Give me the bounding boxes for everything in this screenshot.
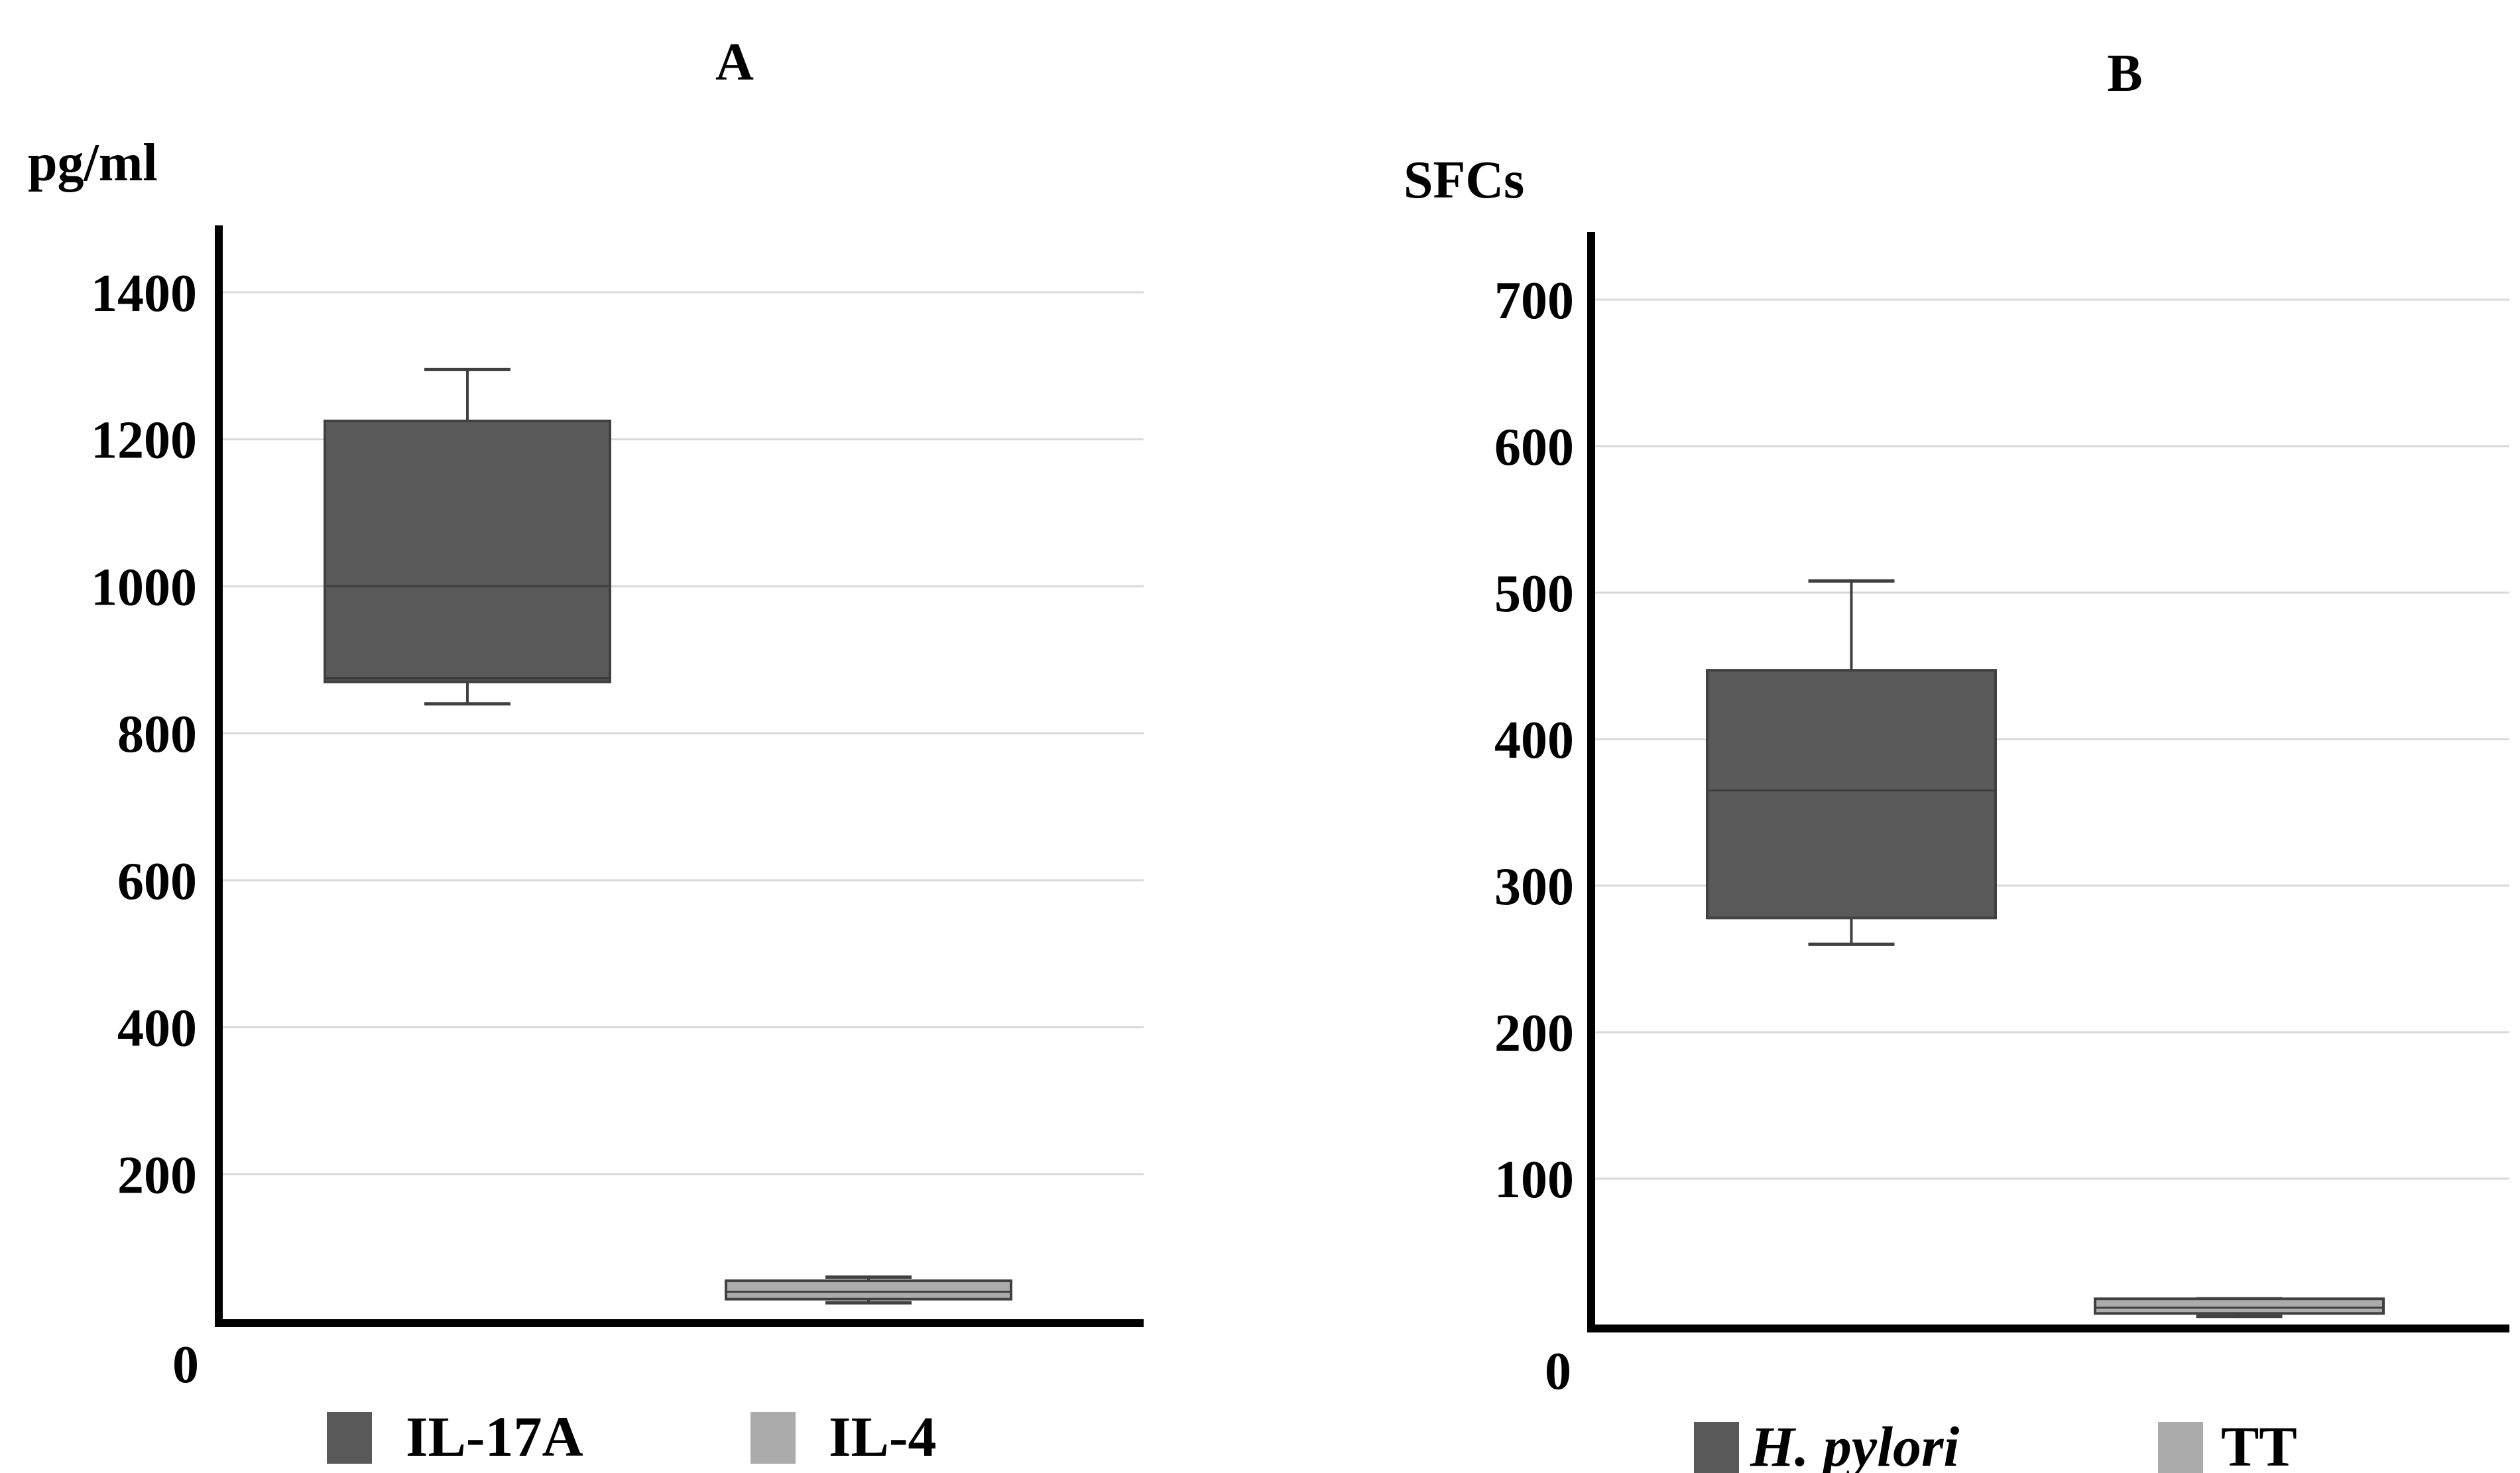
legend-item: IL-17A [327, 1405, 583, 1468]
y-tick-label: 600 [1494, 418, 1574, 477]
box-body [725, 1279, 1012, 1301]
box-body [1706, 669, 1997, 919]
legend-label: IL-4 [829, 1405, 936, 1468]
legend-swatch [2158, 1422, 2203, 1473]
y-tick-label: 0 [172, 1336, 199, 1394]
box-il-17a [324, 367, 611, 706]
chart-title: B [2107, 44, 2142, 103]
legend-label: TT [2221, 1415, 2297, 1473]
legend-item: IL-4 [750, 1405, 936, 1468]
legend-swatch [327, 1412, 372, 1464]
chart-panel-b: B SFCs 0 100 200 300 400 500 600 700 H. pylori TT [1404, 44, 2509, 1473]
y-tick-label: 1000 [91, 558, 197, 617]
y-tick-label: 200 [1494, 1004, 1574, 1063]
legend-item: H. pylori [1694, 1415, 1959, 1473]
y-tick-label: 1400 [91, 265, 197, 323]
y-axis-label: SFCs [1404, 151, 1524, 209]
box-body [324, 420, 611, 683]
chart-title: A [715, 33, 754, 91]
y-tick-label: 0 [1545, 1342, 1571, 1401]
y-tick-label: 300 [1494, 858, 1574, 916]
box-h-pylori [1706, 579, 1997, 946]
legend-item: TT [2158, 1415, 2297, 1473]
box-tt [2094, 1297, 2385, 1319]
box-il-4 [725, 1275, 1012, 1305]
legend-label: IL-17A [406, 1405, 583, 1468]
chart-panel-a: Apg/ml 0 200 400 600 800 1000 1200 1400 IL-17A IL-… [28, 33, 1144, 1468]
legend-label: H. pylori [1750, 1415, 1959, 1473]
y-tick-label: 400 [1494, 711, 1574, 770]
y-tick-label: 800 [117, 705, 197, 764]
y-tick-label: 700 [1494, 272, 1574, 330]
y-tick-label: 600 [117, 853, 197, 911]
y-tick-label: 100 [1494, 1151, 1574, 1209]
y-tick-label: 1200 [91, 412, 197, 470]
legend-swatch [750, 1412, 796, 1464]
y-tick-label: 200 [117, 1146, 197, 1205]
y-axis-label: pg/ml [28, 134, 158, 192]
y-tick-label: 500 [1494, 565, 1574, 623]
box-body [2094, 1297, 2385, 1315]
y-tick-label: 400 [117, 1000, 197, 1058]
legend-swatch [1694, 1422, 1739, 1473]
